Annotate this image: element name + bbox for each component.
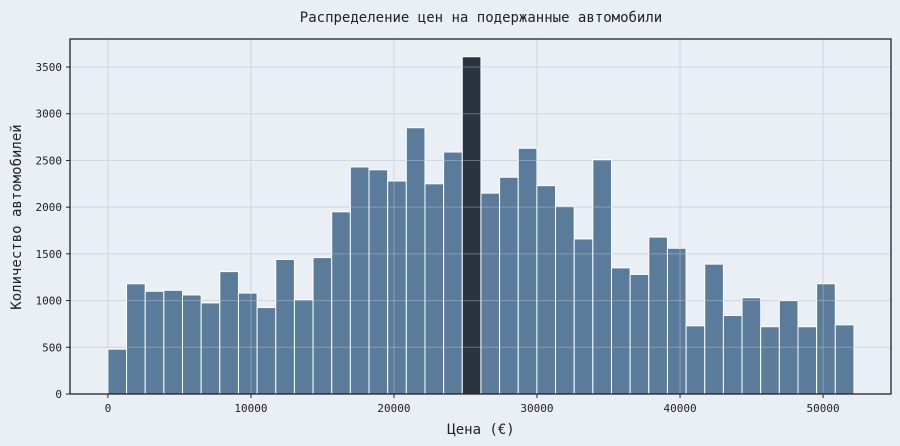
histogram-bar [107,348,128,395]
y-axis-ticks: 0 500 1000 1500 2000 2500 3000 3500 [36,61,70,401]
histogram-bar [834,324,855,395]
histogram-bar [349,166,370,395]
y-tick-label: 0 [55,388,62,401]
bars [107,56,855,395]
x-axis-label: Цена (€) [447,422,514,438]
y-tick-label: 2000 [36,201,63,214]
histogram-bar [219,271,239,395]
y-axis-label: Количество автомобилей [9,124,25,309]
plot-frame [69,38,892,395]
x-tick-label: 0 [105,402,112,415]
x-tick-label: 10000 [234,402,267,415]
histogram-bar [685,325,706,395]
histogram-bar [275,258,295,395]
x-tick-label: 40000 [663,402,696,415]
histogram-bar [405,127,426,395]
histogram-bar [480,192,501,395]
x-tick-label: 20000 [377,402,410,415]
y-tick-label: 1000 [36,295,63,308]
histogram-bar [443,151,463,395]
histogram-bar [648,236,668,395]
histogram-bar [237,292,258,395]
histogram-bar [424,183,445,395]
histogram-bar [629,273,650,395]
histogram-bar [200,302,221,395]
chart-title: Распределение цен на подержанные автомоб… [300,10,662,26]
histogram-bar [387,180,407,395]
y-tick-label: 2500 [36,154,63,167]
histogram-bar [368,169,389,395]
histogram-bar [256,307,277,395]
y-tick-label: 500 [42,341,62,354]
y-tick-label: 3500 [36,61,63,74]
histogram-bar [610,267,631,395]
y-tick-label: 1500 [36,248,63,261]
histogram-bar [499,176,519,395]
histogram-bar [144,290,165,395]
histogram-bar [163,289,184,395]
histogram-bar [182,294,202,395]
x-axis-ticks: 0 10000 20000 30000 40000 50000 [105,394,840,415]
histogram-bar [722,315,743,395]
y-tick-label: 3000 [36,108,63,121]
x-tick-label: 30000 [520,402,553,415]
histogram-bar [741,297,762,395]
histogram-bar-highlighted [461,56,482,395]
histogram-bar [517,147,538,395]
histogram-bar [592,159,612,395]
grid-overlay [70,39,891,395]
histogram-bar [331,211,351,395]
histogram-bar [573,238,594,395]
x-tick-label: 50000 [806,402,839,415]
histogram-bar [760,326,780,395]
histogram-bar [797,326,818,395]
histogram-bar [704,263,724,395]
histogram-bar [312,257,333,395]
histogram-bar [666,247,687,395]
histogram-bar [536,185,557,395]
